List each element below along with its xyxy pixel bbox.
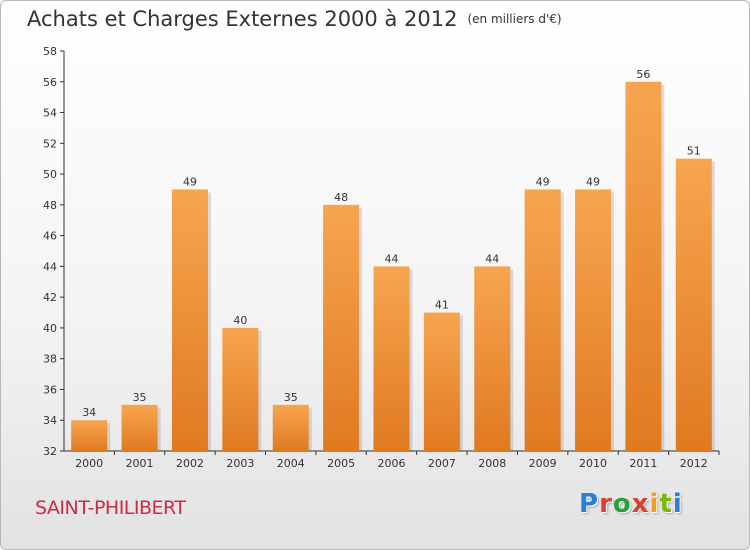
x-tick-label: 2006 [378, 457, 406, 470]
bar-value-label: 35 [284, 391, 298, 404]
bar [474, 266, 511, 451]
y-tick-label: 44 [43, 260, 57, 273]
chart-unit: (en milliers d'€) [467, 12, 562, 26]
y-tick-label: 32 [43, 445, 57, 458]
bar-value-label: 34 [82, 406, 96, 419]
y-tick-label: 56 [43, 76, 57, 89]
x-tick-label: 2002 [176, 457, 204, 470]
chart-bars [71, 81, 715, 452]
y-tick-label: 52 [43, 137, 57, 150]
y-tick-label: 34 [43, 414, 57, 427]
y-tick-label: 42 [43, 291, 57, 304]
bar-value-label: 44 [485, 252, 499, 265]
bar [423, 312, 460, 451]
bar-value-label: 44 [385, 252, 399, 265]
y-tick-label: 46 [43, 230, 57, 243]
bar [171, 189, 208, 451]
chart-axes: 32 34 36 38 40 42 44 46 48 50 52 54 56 58 2000 2001 2002… [43, 45, 720, 470]
commune-name: SAINT-PHILIBERT [35, 497, 186, 519]
y-tick-label: 36 [43, 383, 57, 396]
bar-value-label: 49 [183, 175, 197, 188]
x-tick-label: 2007 [428, 457, 456, 470]
x-tick-label: 2003 [226, 457, 254, 470]
bar-value-label: 35 [133, 391, 147, 404]
x-tick-label: 2010 [579, 457, 607, 470]
chart-data-labels: 34 35 49 40 35 48 44 41 44 49 49 56 51 [82, 68, 701, 419]
y-tick-label: 50 [43, 168, 57, 181]
x-tick-label: 2000 [75, 457, 103, 470]
bar [575, 189, 612, 451]
x-tick-label: 2012 [680, 457, 708, 470]
chart-title: Achats et Charges Externes 2000 à 2012 (e… [27, 7, 562, 31]
bar [373, 266, 410, 451]
bar-value-label: 48 [334, 191, 348, 204]
x-tick-label: 2001 [126, 457, 154, 470]
bar-value-label: 40 [233, 314, 247, 327]
bar-value-label: 41 [435, 299, 449, 312]
bar-value-label: 56 [636, 68, 650, 81]
bar [272, 404, 309, 451]
x-tick-label: 2004 [277, 457, 305, 470]
bar [121, 404, 158, 451]
bar [524, 189, 561, 451]
bar [675, 158, 712, 451]
x-tick-label: 2011 [629, 457, 657, 470]
bar [71, 420, 108, 451]
bar-value-label: 51 [687, 145, 701, 158]
x-tick-label: 2005 [327, 457, 355, 470]
y-tick-label: 40 [43, 322, 57, 335]
x-tick-label: 2009 [529, 457, 557, 470]
y-tick-label: 58 [43, 45, 57, 58]
bar [323, 204, 360, 451]
bar [222, 327, 259, 451]
bar-value-label: 49 [586, 175, 600, 188]
x-tick-label: 2008 [478, 457, 506, 470]
bar [625, 81, 662, 452]
y-tick-label: 54 [43, 107, 57, 120]
chart-title-text: Achats et Charges Externes 2000 à 2012 [27, 7, 458, 31]
bar-value-label: 49 [536, 175, 550, 188]
proxiti-logo: Proxiti [579, 489, 683, 519]
y-tick-label: 38 [43, 353, 57, 366]
y-tick-label: 48 [43, 199, 57, 212]
